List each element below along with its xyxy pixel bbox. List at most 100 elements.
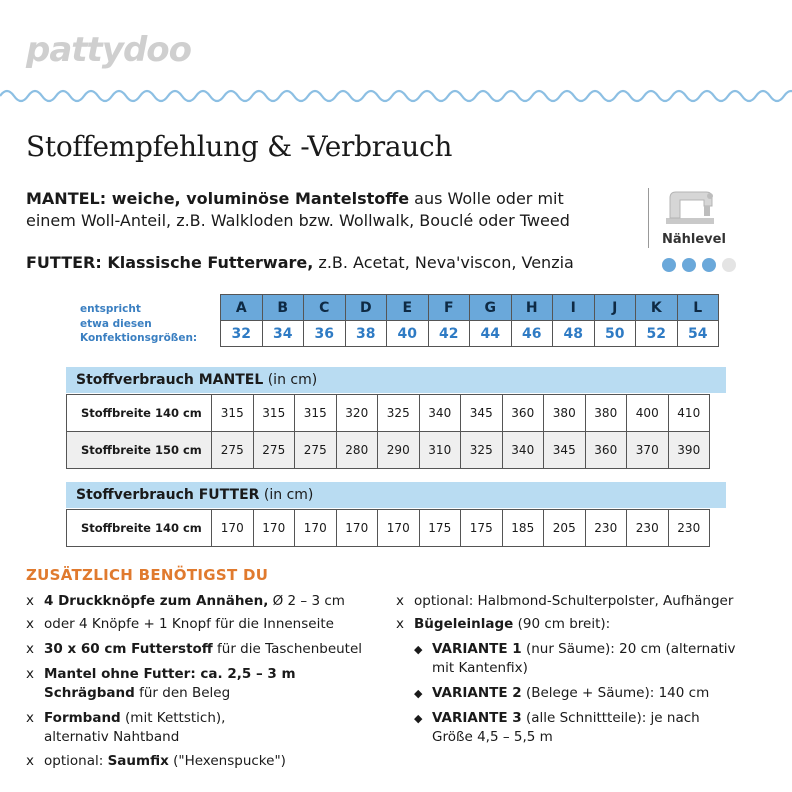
table-cell: 280 xyxy=(335,431,378,469)
table-cell: 360 xyxy=(501,394,544,432)
extras-title: ZUSÄTZLICH BENÖTIGST DU xyxy=(26,566,269,584)
table-cell: 325 xyxy=(460,431,503,469)
sewing-machine-icon xyxy=(666,191,714,224)
mantel-usage-heading-bold: Stoffverbrauch MANTEL xyxy=(76,372,264,388)
bullet-x: x xyxy=(26,666,34,682)
level-dot xyxy=(702,258,716,272)
size-number: 34 xyxy=(261,320,304,347)
table-cell: 345 xyxy=(543,431,586,469)
list-subitem: ◆ VARIANTE 3 (alle Schnittteile): je nac… xyxy=(414,709,700,747)
table-cell: 175 xyxy=(418,509,461,547)
futter-rest: z.B. Acetat, Neva'viscon, Venzia xyxy=(313,253,574,272)
table-cell: 315 xyxy=(211,394,254,432)
size-number: 40 xyxy=(386,320,429,347)
item-text: optional: xyxy=(44,753,108,769)
size-letter: K xyxy=(635,294,678,321)
table-cell: 315 xyxy=(294,394,337,432)
item-bold: 30 x 60 cm Futterstoff xyxy=(44,641,213,657)
futter-usage-table: Stoffbreite 140 cm 170 170 170 170 170 1… xyxy=(66,509,710,547)
list-item: x 30 x 60 cm Futterstoff für die Taschen… xyxy=(26,640,362,659)
size-letter: I xyxy=(552,294,595,321)
item-bold: VARIANTE 1 xyxy=(432,641,522,657)
list-item: x 4 Druckknöpfe zum Annähen, Ø 2 – 3 cm xyxy=(26,592,345,611)
item-text: (alle Schnittteile): je nach xyxy=(521,710,700,726)
size-letter: E xyxy=(386,294,429,321)
size-caption-line: entspricht xyxy=(80,303,141,315)
futter-usage-heading-unit: (in cm) xyxy=(259,487,314,503)
mantel-usage-table: Stoffbreite 140 cm 315 315 315 320 325 3… xyxy=(66,394,710,469)
mantel-line2: einem Woll-Anteil, z.B. Walkloden bzw. W… xyxy=(26,211,570,230)
mantel-bold: MANTEL: weiche, voluminöse Mantelstoffe xyxy=(26,189,410,208)
item-text: Ø 2 – 3 cm xyxy=(268,593,345,609)
size-number: 44 xyxy=(469,320,512,347)
table-cell: 170 xyxy=(211,509,254,547)
size-number: 36 xyxy=(303,320,346,347)
size-number: 42 xyxy=(427,320,470,347)
futter-recommendation: FUTTER: Klassische Futterware, z.B. Acet… xyxy=(26,252,574,274)
list-item: x optional: Saumfix ("Hexenspucke") xyxy=(26,752,286,771)
mantel-recommendation: MANTEL: weiche, voluminöse Mantelstoffe … xyxy=(26,188,570,232)
table-cell: 340 xyxy=(501,431,544,469)
item-text: Größe 4,5 – 5,5 m xyxy=(432,729,553,745)
table-cell: 290 xyxy=(377,431,420,469)
table-cell: 390 xyxy=(667,431,710,469)
level-dot xyxy=(682,258,696,272)
item-bold: 4 Druckknöpfe zum Annähen, xyxy=(44,593,269,609)
bullet-x: x xyxy=(396,593,404,609)
size-letter: A xyxy=(220,294,263,321)
table-cell: 170 xyxy=(377,509,420,547)
size-numbers-row: 32 34 36 38 40 42 44 46 48 50 52 54 xyxy=(220,320,719,347)
table-cell: 170 xyxy=(294,509,337,547)
table-cell: 230 xyxy=(626,509,669,547)
mantel-rest: aus Wolle oder mit xyxy=(409,189,564,208)
list-item: x Mantel ohne Futter: ca. 2,5 – 3 m Schr… xyxy=(26,665,296,703)
item-text: mit Kantenfix) xyxy=(432,660,528,676)
table-cell: 230 xyxy=(667,509,710,547)
table-cell: 315 xyxy=(252,394,295,432)
table-cell: 185 xyxy=(501,509,544,547)
size-letter: J xyxy=(593,294,636,321)
item-bold: VARIANTE 2 xyxy=(432,685,522,701)
table-cell: 345 xyxy=(460,394,503,432)
row-label: Stoffbreite 140 cm xyxy=(66,394,212,432)
bullet-x: x xyxy=(26,753,34,769)
table-cell: 360 xyxy=(584,431,627,469)
size-number: 54 xyxy=(676,320,719,347)
table-row: Stoffbreite 150 cm 275 275 275 280 290 3… xyxy=(66,431,710,469)
page-title: Stoffempfehlung & -Verbrauch xyxy=(26,130,453,163)
item-text: (90 cm breit): xyxy=(513,616,611,632)
item-text: oder 4 Knöpfe + 1 Knopf für die Innensei… xyxy=(44,616,334,632)
list-item: x optional: Halbmond-Schulterpolster, Au… xyxy=(396,592,733,611)
size-letter: H xyxy=(510,294,553,321)
item-text: optional: Halbmond-Schulterpolster, Aufh… xyxy=(414,593,734,609)
list-subitem: ◆ VARIANTE 1 (nur Säume): 20 cm (alterna… xyxy=(414,640,736,678)
size-number: 48 xyxy=(552,320,595,347)
size-letter: C xyxy=(303,294,346,321)
size-letter: B xyxy=(261,294,304,321)
list-subitem: ◆ VARIANTE 2 (Belege + Säume): 140 cm xyxy=(414,684,709,703)
diamond-bullet-icon: ◆ xyxy=(414,687,423,700)
level-divider xyxy=(648,188,649,248)
list-item: x oder 4 Knöpfe + 1 Knopf für die Innens… xyxy=(26,615,334,634)
bullet-x: x xyxy=(26,641,34,657)
list-item: x Bügeleinlage (90 cm breit): xyxy=(396,615,610,634)
futter-usage-heading: Stoffverbrauch FUTTER (in cm) xyxy=(66,482,726,508)
size-number: 46 xyxy=(510,320,553,347)
table-cell: 275 xyxy=(294,431,337,469)
table-cell: 380 xyxy=(543,394,586,432)
futter-usage-heading-bold: Stoffverbrauch FUTTER xyxy=(76,487,260,503)
item-text: (mit Kettstich), xyxy=(120,710,226,726)
bullet-x: x xyxy=(26,710,34,726)
table-row: Stoffbreite 140 cm 170 170 170 170 170 1… xyxy=(66,509,710,547)
table-cell: 310 xyxy=(418,431,461,469)
table-cell: 380 xyxy=(584,394,627,432)
wave-divider xyxy=(0,89,792,103)
diamond-bullet-icon: ◆ xyxy=(414,712,423,725)
item-text: alternativ Nahtband xyxy=(44,729,180,745)
item-text: für die Taschenbeutel xyxy=(212,641,363,657)
item-bold: VARIANTE 3 xyxy=(432,710,522,726)
item-text: (Belege + Säume): 140 cm xyxy=(521,685,710,701)
diamond-bullet-icon: ◆ xyxy=(414,643,423,656)
size-letters-row: A B C D E F G H I J K L xyxy=(220,294,719,321)
table-cell: 320 xyxy=(335,394,378,432)
